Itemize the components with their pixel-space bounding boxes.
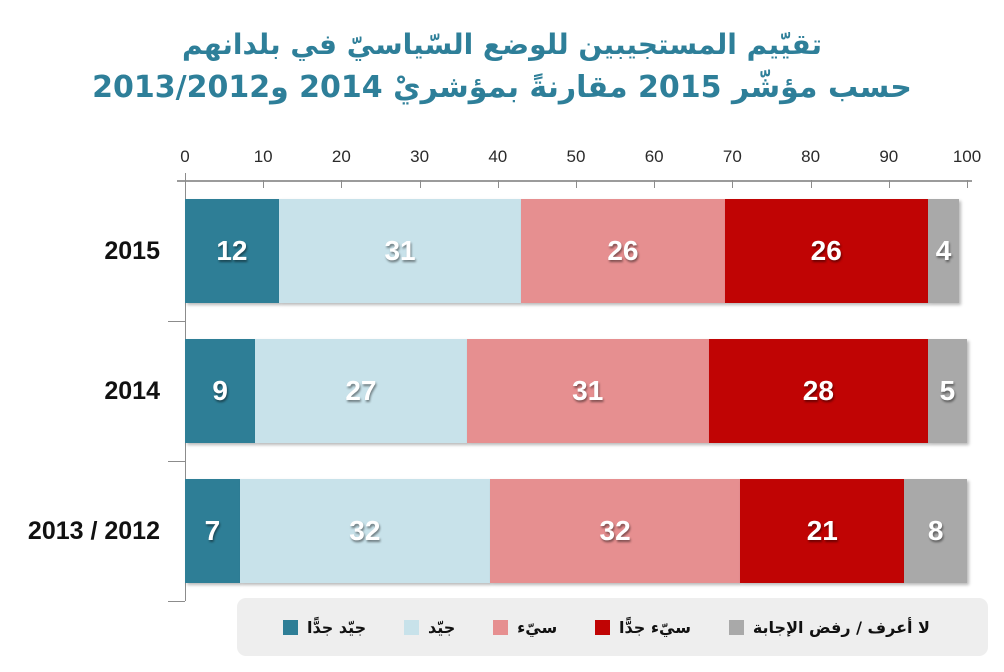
bar-value-label: 32	[349, 515, 381, 546]
stacked-bar-2014: 9 27 31 28 5	[185, 339, 967, 443]
x-axis-tick-label: 70	[722, 147, 742, 166]
x-axis-tick	[967, 180, 968, 188]
legend-item: سيّء جدًّا	[595, 618, 691, 637]
bar-value-label: 9	[212, 375, 228, 406]
legend-item: جيّد	[403, 617, 456, 637]
legend-swatch-icon	[728, 619, 744, 635]
bar-value-label: 7	[204, 515, 221, 546]
x-axis-tick-label: 20	[331, 147, 351, 166]
stacked-bar-2015: 12 31 26 26 4	[185, 199, 967, 303]
stacked-bar-2013-2012: 7 32 32 21 8	[185, 479, 967, 583]
legend-label: سيّء	[517, 617, 558, 637]
x-axis-line	[177, 180, 972, 182]
x-axis-tick	[732, 180, 734, 188]
x-axis-tick-label: 40	[488, 147, 508, 166]
legend-label: جيّد	[427, 617, 456, 637]
bar-segment: 28	[708, 339, 928, 443]
bar-segment: 32	[239, 479, 490, 583]
x-axis-tick-label: 60	[644, 147, 664, 166]
y-axis-tick	[168, 601, 185, 602]
legend-swatch-icon	[283, 619, 298, 635]
bar-segment: 26	[521, 199, 725, 303]
bar-segment: 27	[255, 339, 467, 443]
bar-value-label: 5	[939, 375, 956, 406]
legend-label: لا أعرف / رفض الإجابة	[752, 617, 930, 637]
y-axis-tick	[168, 321, 185, 322]
legend-label: سيّء جدًّا	[619, 617, 691, 637]
bar-segment: 21	[740, 479, 905, 583]
x-axis-tick	[810, 180, 812, 188]
x-axis-tick	[419, 180, 421, 188]
legend-swatch-icon	[595, 619, 611, 635]
category-label: 2015	[104, 236, 160, 265]
bar-segment: 8	[904, 479, 967, 583]
legend-item: لا أعرف / رفض الإجابة	[728, 617, 930, 637]
x-axis-tick-label: 80	[801, 147, 821, 166]
chart-title: تقيّيم المستجيبين للوضع السّياسيّ في بلد…	[0, 26, 1004, 108]
bar-segment: 26	[724, 199, 928, 303]
bar-value-label: 8	[927, 515, 944, 546]
bar-segment: 31	[278, 199, 522, 303]
bar-value-label: 28	[802, 375, 834, 406]
x-axis-tick-label: 100	[952, 147, 982, 166]
chart-title-line2: حسب مؤشّر 2015 مقارنةً بمؤشريْ 2014 و201…	[92, 69, 912, 105]
legend-label: جيّد جدًّا	[307, 617, 367, 637]
x-axis-tick-label: 50	[566, 147, 586, 166]
chart-title-line1: تقيّيم المستجيبين للوضع السّياسيّ في بلد…	[181, 28, 823, 61]
legend-item: جيّد جدًّا	[283, 618, 366, 637]
y-axis-tick	[168, 461, 185, 462]
bar-segment: 5	[927, 339, 967, 443]
x-axis-tick-label: 90	[879, 147, 899, 166]
x-axis-tick	[497, 180, 499, 188]
bar-value-label: 31	[572, 375, 604, 406]
x-axis-tick	[341, 180, 343, 188]
legend-swatch-icon	[403, 619, 419, 635]
x-axis-tick-label: 30	[410, 147, 430, 166]
bar-value-label: 21	[806, 515, 838, 546]
x-axis-tick-label: 0	[180, 147, 190, 166]
legend-swatch-icon	[493, 619, 509, 635]
x-axis-tick	[654, 180, 656, 188]
bar-value-label: 26	[607, 235, 639, 266]
bar-segment: 7	[185, 479, 240, 583]
x-axis-tick	[263, 180, 265, 188]
x-axis-tick	[576, 180, 577, 188]
category-label: 2014	[104, 376, 160, 405]
bar-value-label: 32	[599, 515, 631, 546]
bar-value-label: 4	[935, 235, 952, 266]
x-axis-tick	[888, 180, 890, 188]
bar-segment: 9	[185, 339, 256, 443]
legend-item: سيّء	[493, 618, 557, 637]
bar-value-label: 12	[216, 235, 248, 266]
legend: جيّد جدًّا جيّد سيّء سيّء جدًّا لا أعرف / رف…	[237, 598, 988, 656]
bar-value-label: 26	[810, 235, 842, 266]
bar-value-label: 27	[345, 375, 377, 406]
bar-segment: 4	[927, 199, 960, 303]
bar-value-label: 31	[384, 235, 416, 266]
category-label: 2013 / 2012	[27, 516, 160, 545]
bar-segment: 31	[466, 339, 709, 443]
bar-segment: 12	[185, 199, 279, 303]
bar-segment: 32	[489, 479, 741, 583]
x-axis-tick-label: 10	[253, 147, 273, 166]
